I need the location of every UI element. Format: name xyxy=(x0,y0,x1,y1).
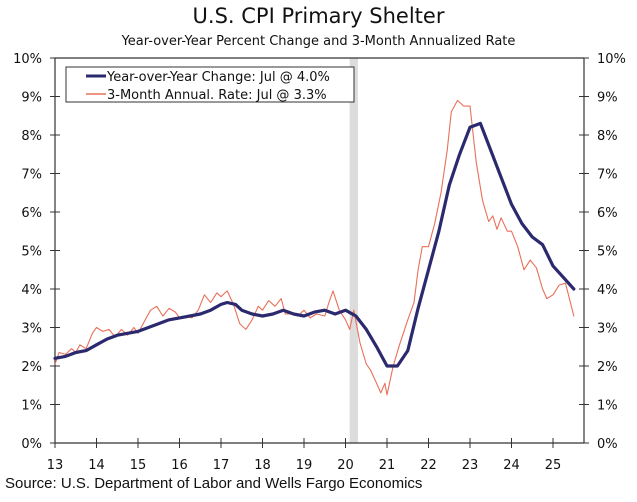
y-tick-label-right: 10% xyxy=(597,52,626,67)
y-tick-label-right: 5% xyxy=(597,245,618,260)
x-tick-label: 17 xyxy=(213,458,230,473)
y-tick-label-right: 2% xyxy=(597,360,618,375)
y-tick-label-left: 7% xyxy=(21,168,42,183)
x-tick-label: 21 xyxy=(379,458,396,473)
x-tick-label: 15 xyxy=(130,458,147,473)
y-tick-label-left: 8% xyxy=(21,129,42,144)
axes xyxy=(54,57,585,444)
y-tick-label-right: 7% xyxy=(597,168,618,183)
x-tick-label: 25 xyxy=(545,458,562,473)
series-line-3m-annualized xyxy=(54,99,575,396)
series-line-yoy xyxy=(53,121,576,368)
series-layer xyxy=(53,99,576,396)
y-tick-label-left: 3% xyxy=(21,322,42,337)
y-tick-label-left: 2% xyxy=(21,360,42,375)
y-tick-label-left: 0% xyxy=(21,437,42,452)
y-tick-label-right: 9% xyxy=(597,91,618,106)
x-tick-label: 19 xyxy=(296,458,313,473)
x-tick-label: 22 xyxy=(420,458,437,473)
chart-title: U.S. CPI Primary Shelter xyxy=(192,4,445,28)
recession-shading-layer xyxy=(349,58,358,443)
y-tick-label-right: 0% xyxy=(597,437,618,452)
y-tick-label-right: 4% xyxy=(597,283,618,298)
x-tick-label: 18 xyxy=(254,458,271,473)
legend-box xyxy=(65,66,355,103)
y-tick-label-left: 1% xyxy=(21,399,42,414)
legend: Year-over-Year Change: Jul @ 4.0% 3-Mont… xyxy=(65,66,355,103)
y-tick-label-left: 9% xyxy=(21,91,42,106)
y-tick-label-right: 3% xyxy=(597,322,618,337)
y-tick-label-left: 4% xyxy=(21,283,42,298)
x-tick-label: 13 xyxy=(47,458,64,473)
y-tick-label-right: 1% xyxy=(597,399,618,414)
legend-label-yoy: Year-over-Year Change: Jul @ 4.0% xyxy=(106,70,330,85)
source-note: Source: U.S. Department of Labor and Wel… xyxy=(5,475,423,492)
y-tick-label-right: 6% xyxy=(597,206,618,221)
recession-bar xyxy=(349,58,358,443)
x-tick-label: 14 xyxy=(88,458,105,473)
y-tick-label-left: 5% xyxy=(21,245,42,260)
x-tick-label: 16 xyxy=(171,458,188,473)
y-tick-label-left: 6% xyxy=(21,206,42,221)
legend-label-3m: 3-Month Annual. Rate: Jul @ 3.3% xyxy=(107,88,327,103)
x-tick-label: 23 xyxy=(462,458,479,473)
y-tick-label-left: 10% xyxy=(13,52,42,67)
y-tick-label-right: 8% xyxy=(597,129,618,144)
ticks: 0% 1% 2% 3% 4% 5% 6% 7% 8% 9% 10% 0% 1% 2% 3% 4% 5% 6% 7% 8… xyxy=(13,52,626,473)
chart-subtitle: Year-over-Year Percent Change and 3-Mont… xyxy=(121,34,516,49)
x-tick-label: 24 xyxy=(503,458,520,473)
x-tick-label: 20 xyxy=(337,458,354,473)
